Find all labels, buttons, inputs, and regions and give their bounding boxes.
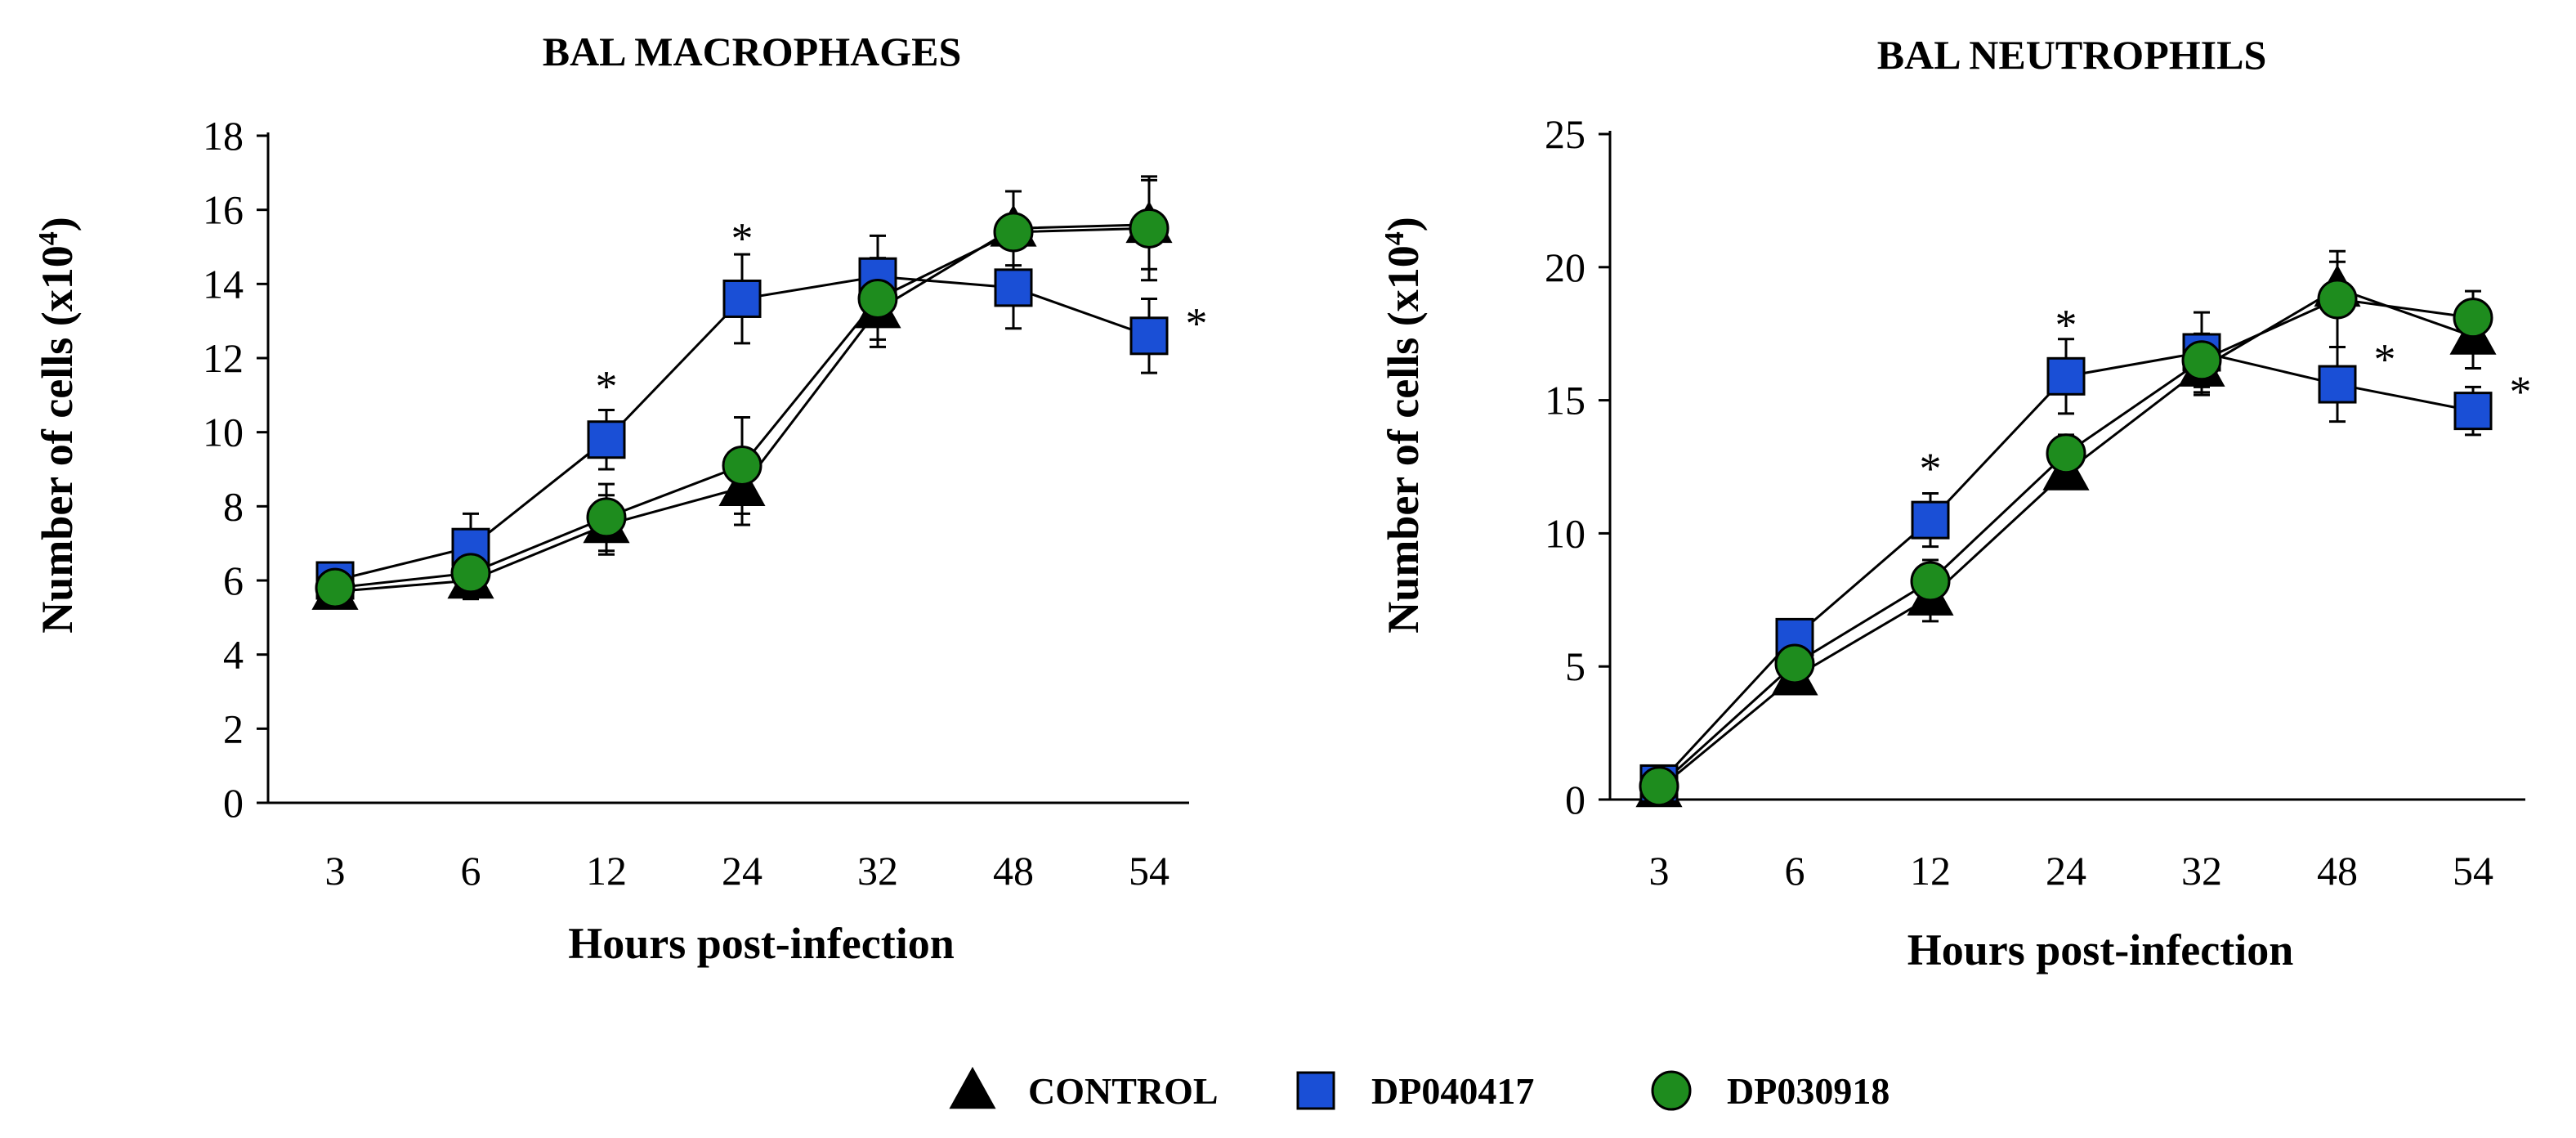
x-tick-label: 3 (325, 848, 346, 894)
y-axis-label: Number of cells (x104) (33, 217, 82, 633)
y-axis-label-exponent: 4 (34, 231, 64, 245)
significance-marker: * (2055, 300, 2077, 349)
y-axis-label-suffix: ) (1379, 217, 1428, 231)
y-tick-label: 0 (1565, 777, 1585, 822)
data-point-dp030918 (1774, 643, 1815, 684)
significance-marker: * (1920, 444, 1942, 493)
chart-title: BAL MACROPHAGES (543, 29, 962, 74)
x-tick-label: 54 (2453, 848, 2493, 894)
legend-marker-dp040417 (1296, 1071, 1335, 1110)
significance-marker: * (2374, 335, 2396, 384)
x-axis-label: Hours post-infection (568, 919, 955, 968)
data-point-dp040417 (994, 268, 1033, 307)
data-point-dp030918 (722, 445, 763, 486)
x-axis-label: Hours post-infection (1907, 925, 2294, 974)
data-point-dp040417 (2046, 356, 2086, 396)
y-tick-label: 14 (203, 261, 244, 307)
data-point-dp040417 (2453, 392, 2493, 431)
x-tick-label: 6 (1785, 848, 1805, 894)
legend-marker-control (949, 1066, 996, 1109)
chart-title: BAL NEUTROPHILS (1877, 32, 2267, 78)
data-point-control (718, 464, 766, 506)
chart-neutrophils: BAL NEUTROPHILS 0 5 10 15 20 25 3 6 12 24 32 48 54 Hou… (1379, 32, 2532, 974)
x-tick-label: 24 (722, 848, 763, 894)
data-point-dp030918 (2453, 298, 2493, 338)
y-tick-label: 8 (223, 483, 244, 529)
data-point-dp030918 (2317, 279, 2358, 320)
x-tick-label: 32 (2181, 848, 2222, 894)
x-tick-label: 48 (993, 848, 1034, 894)
x-tick-label: 24 (2046, 848, 2086, 894)
x-tick-label: 12 (1910, 848, 1951, 894)
legend-label: DP040417 (1371, 1070, 1534, 1112)
legend: CONTROL DP040417 DP030918 (949, 1066, 1890, 1112)
significance-marker: * (596, 362, 618, 411)
data-point-dp030918 (1910, 561, 1951, 602)
significance-marker: * (731, 213, 754, 262)
legend-label: DP030918 (1727, 1070, 1890, 1112)
data-point-dp030918 (586, 497, 627, 538)
y-tick-label: 10 (1545, 510, 1585, 556)
y-tick-label: 18 (203, 113, 244, 159)
data-point-dp040417 (587, 420, 626, 459)
data-point-dp030918 (450, 553, 491, 594)
data-point-dp040417 (2318, 365, 2357, 404)
y-tick-label: 4 (223, 632, 244, 678)
data-point-dp030918 (2046, 433, 2086, 474)
x-tick-label: 6 (461, 848, 481, 894)
series-line-dp040417 (1657, 351, 2474, 785)
legend-label: CONTROL (1028, 1070, 1219, 1112)
x-tick-label: 32 (857, 848, 898, 894)
y-tick-label: 2 (223, 706, 244, 751)
y-axis-label-exponent: 4 (1380, 231, 1410, 245)
data-point-dp030918 (993, 212, 1034, 253)
data-point-dp040417 (1129, 316, 1169, 356)
data-point-dp030918 (2181, 340, 2222, 381)
y-axis-label: Number of cells (x104) (1379, 217, 1428, 633)
data-point-dp030918 (1129, 208, 1169, 249)
data-point-dp040417 (722, 279, 762, 318)
y-axis-label-main: Number of cells (x10 (33, 245, 82, 633)
y-tick-label: 25 (1545, 111, 1585, 157)
y-tick-label: 20 (1545, 244, 1585, 290)
y-tick-label: 16 (203, 187, 244, 233)
y-axis-label-main: Number of cells (x10 (1379, 245, 1428, 633)
y-tick-label: 10 (203, 410, 244, 455)
data-point-dp030918 (1639, 766, 1679, 807)
data-point-dp030918 (857, 278, 898, 319)
x-tick-label: 54 (1129, 848, 1169, 894)
x-tick-label: 3 (1649, 848, 1670, 894)
y-tick-label: 12 (203, 335, 244, 381)
significance-marker: * (2510, 367, 2532, 416)
x-tick-label: 12 (586, 848, 627, 894)
legend-marker-dp030918 (1651, 1070, 1692, 1111)
data-point-dp030918 (315, 567, 356, 608)
y-tick-label: 6 (223, 558, 244, 603)
significance-marker: * (1186, 299, 1208, 348)
y-tick-label: 0 (223, 780, 244, 826)
y-tick-label: 5 (1565, 643, 1585, 689)
data-point-dp040417 (1911, 500, 1950, 540)
y-tick-label: 15 (1545, 378, 1585, 423)
x-tick-label: 48 (2317, 848, 2358, 894)
y-axis-label-suffix: ) (33, 217, 82, 231)
